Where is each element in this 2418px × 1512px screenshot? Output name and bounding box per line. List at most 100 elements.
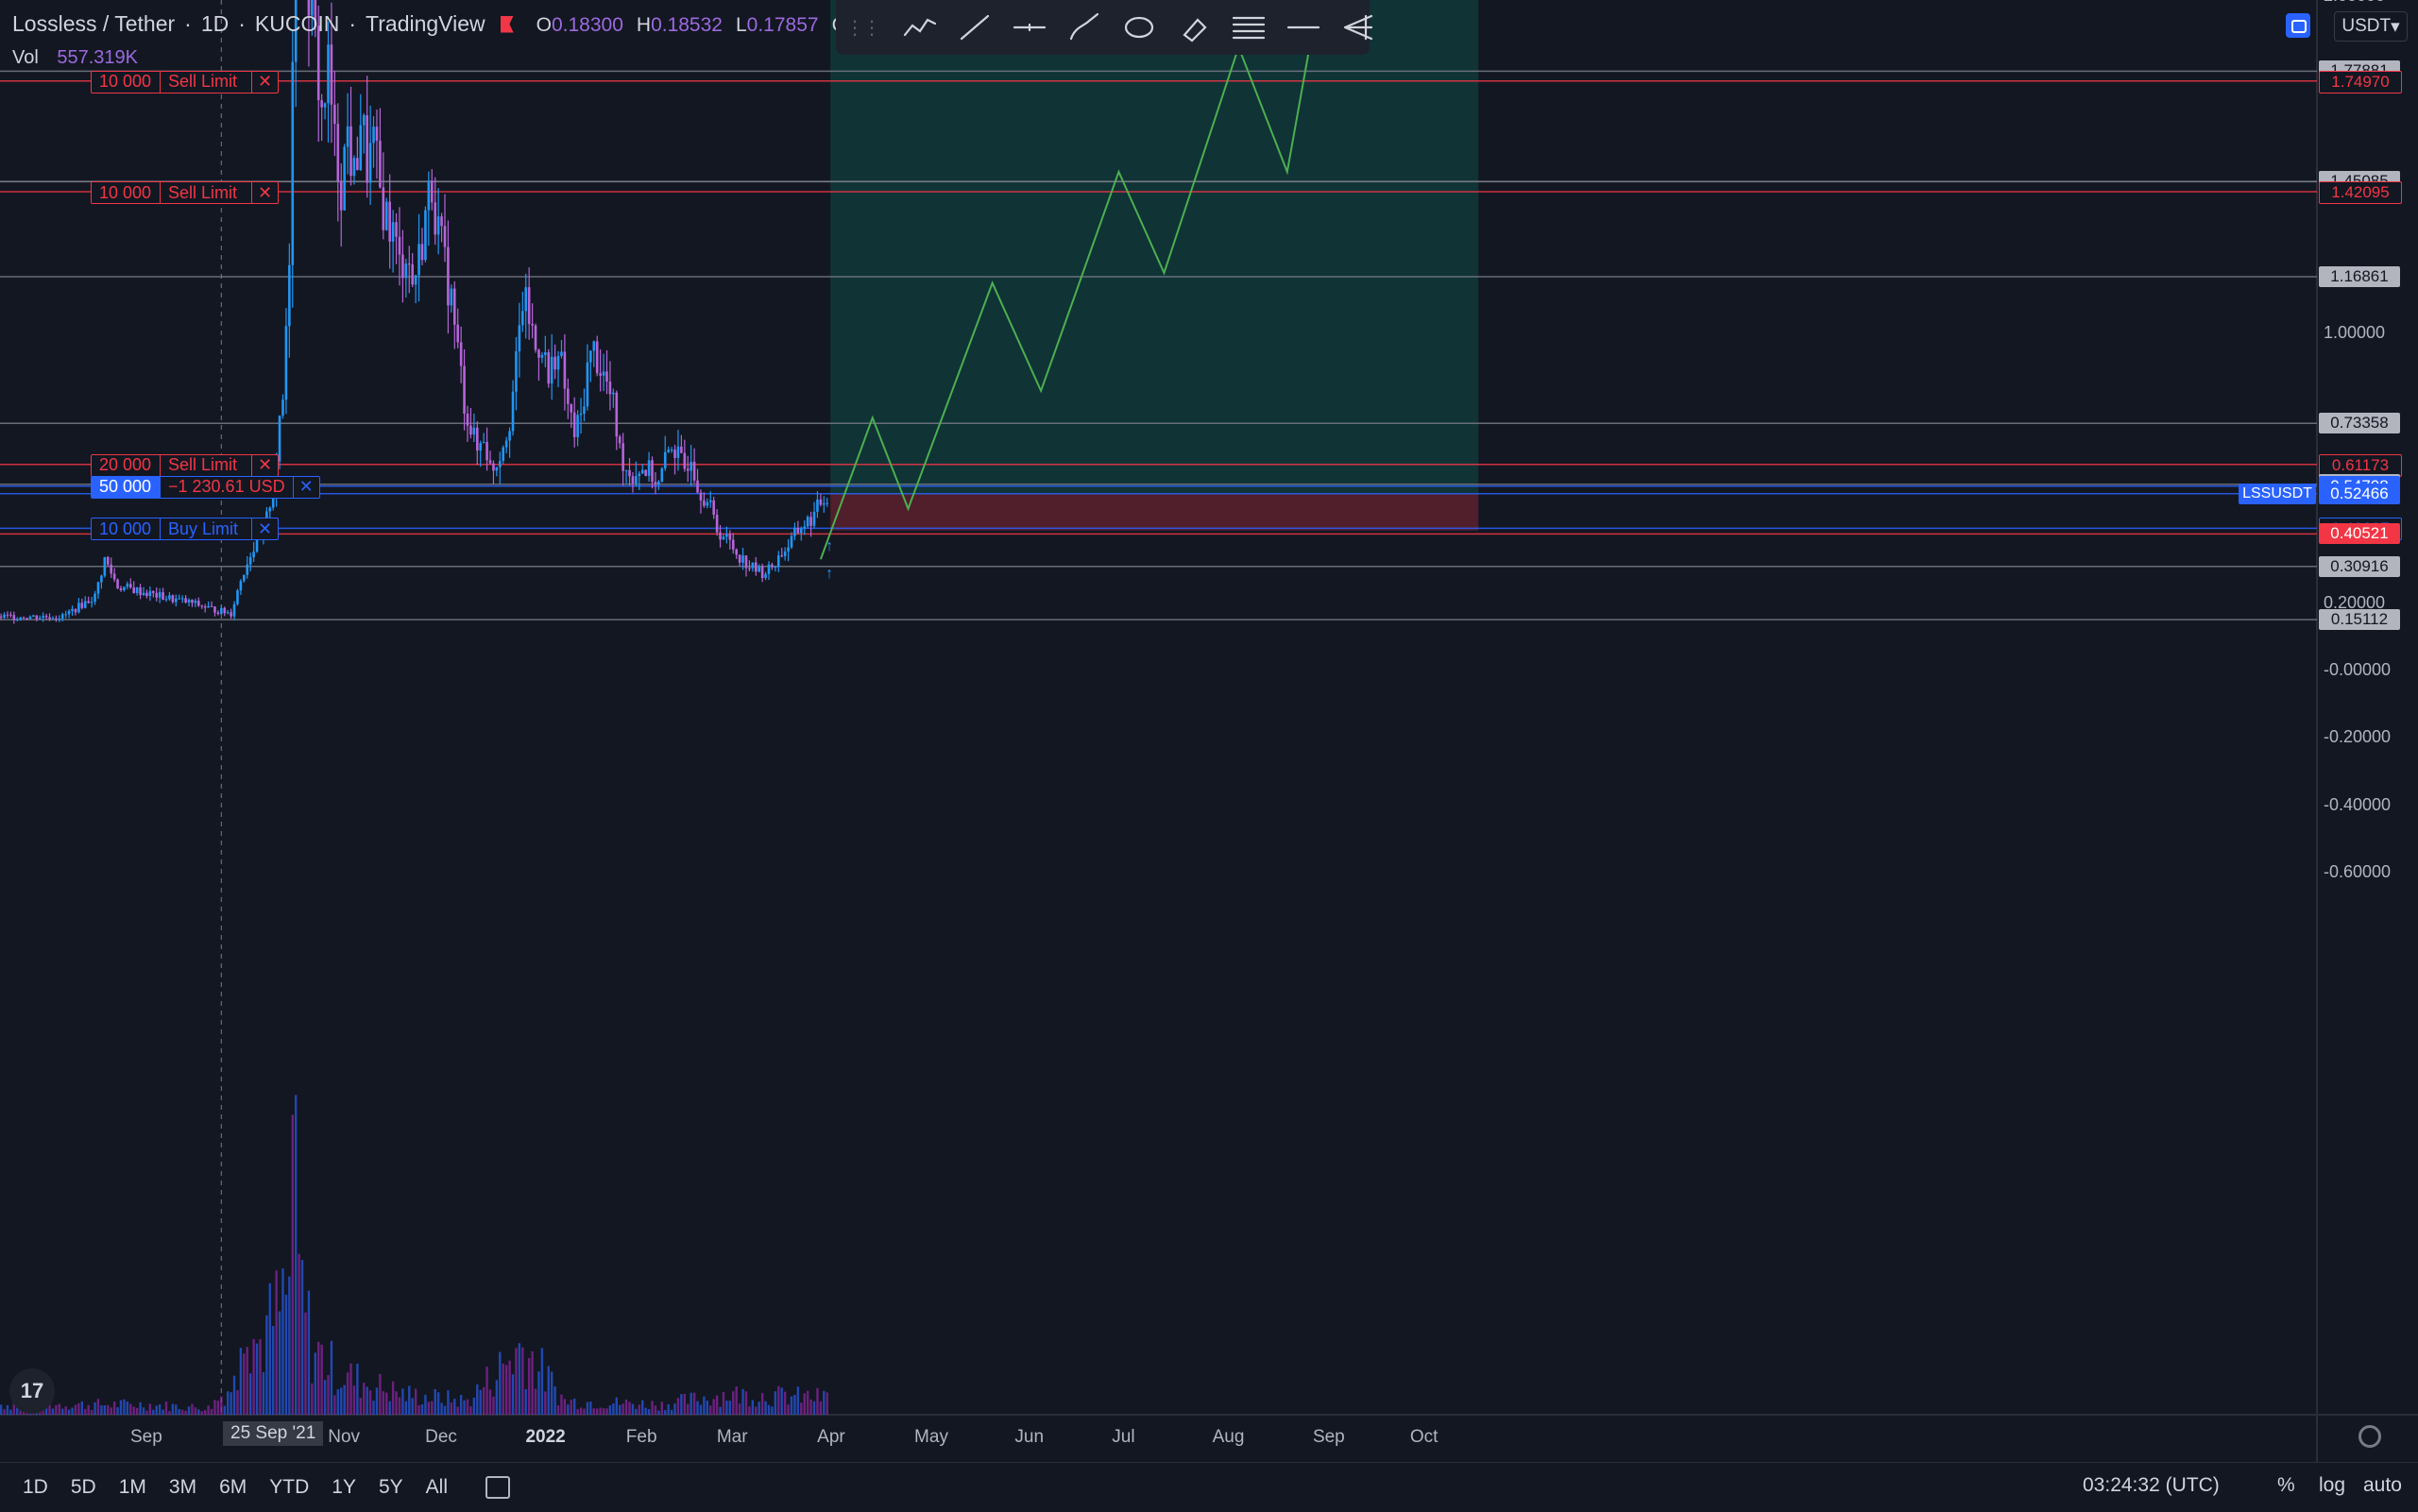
time-tick: Jun	[1014, 1427, 1045, 1447]
volume-bar	[307, 1290, 311, 1415]
volume-bar	[379, 1373, 382, 1415]
candle-body	[518, 325, 521, 352]
line-tool-icon[interactable]	[947, 0, 1002, 55]
close-order-icon[interactable]: ✕	[298, 477, 314, 497]
pair-name[interactable]: Lossless / Tether	[12, 11, 176, 36]
candle-body	[239, 581, 243, 591]
timeframe-6m[interactable]: 6M	[219, 1476, 247, 1498]
volume-bar	[71, 1407, 74, 1415]
fib-levels-icon[interactable]	[1221, 0, 1276, 55]
order-buy-5[interactable]: 10 000 Buy Limit ✕	[91, 518, 280, 541]
candle-body	[19, 617, 22, 620]
candle-body	[715, 515, 719, 533]
volume-bar	[184, 1410, 187, 1415]
interval[interactable]: 1D	[200, 11, 230, 36]
pitchfork-icon[interactable]	[1331, 0, 1386, 55]
volume-bar	[340, 1387, 343, 1415]
currency-label: USDT	[2341, 16, 2392, 36]
timeframe-1m[interactable]: 1M	[118, 1476, 146, 1498]
trend-line-icon[interactable]	[893, 0, 947, 55]
timeframe-ytd[interactable]: YTD	[269, 1476, 310, 1498]
candle-body	[67, 611, 71, 615]
candle-body	[492, 463, 495, 471]
tradingview-logo-icon[interactable]: 17	[9, 1368, 55, 1414]
axis-option-percent[interactable]: %	[2277, 1474, 2295, 1496]
price-label-box: 0.52466	[2319, 483, 2400, 504]
close-order-icon[interactable]: ✕	[258, 518, 273, 538]
candle-body	[180, 598, 184, 600]
timeframe-3m[interactable]: 3M	[168, 1476, 197, 1498]
volume-bar	[567, 1404, 570, 1415]
order-qty[interactable]: 10 000	[92, 518, 161, 540]
flag-icon[interactable]	[500, 15, 514, 33]
screenshot-icon[interactable]	[2286, 13, 2310, 38]
volume-bar	[660, 1402, 663, 1415]
brush-icon[interactable]	[1057, 0, 1112, 55]
signal-arrow-icon: ↑	[826, 537, 834, 554]
candle-body	[622, 443, 624, 471]
order-sell-2[interactable]: 10 000 Sell Limit ✕	[91, 181, 280, 204]
horizontal-line-icon[interactable]	[1276, 0, 1331, 55]
candle-body	[602, 371, 605, 376]
order-qty[interactable]: 10 000	[92, 182, 161, 203]
order-qty[interactable]: 10 000	[92, 71, 161, 93]
close-order-icon[interactable]: ✕	[258, 182, 273, 202]
ellipse-icon[interactable]	[1112, 0, 1166, 55]
volume-bar	[94, 1402, 96, 1415]
volume-bar	[298, 1253, 300, 1415]
close-order-icon[interactable]: ✕	[258, 72, 273, 92]
volume-bar	[164, 1401, 168, 1415]
volume-bar	[800, 1402, 803, 1415]
volume-bar	[572, 1398, 576, 1415]
volume-bar	[213, 1400, 216, 1415]
volume-bar	[272, 1325, 275, 1415]
volume-legend: Vol 557.319K	[12, 47, 138, 69]
timeframe-1d[interactable]: 1D	[23, 1476, 48, 1498]
candle-body	[572, 412, 576, 437]
volume-bar	[683, 1393, 687, 1415]
timeframe-5d[interactable]: 5D	[70, 1476, 96, 1498]
order-qty[interactable]: 20 000	[92, 454, 161, 476]
loss-zone[interactable]	[830, 493, 1479, 531]
volume-bar	[103, 1404, 107, 1415]
candle-body	[631, 476, 635, 484]
volume-bars	[0, 1095, 828, 1415]
candle-body	[96, 582, 100, 594]
volume-bar	[692, 1392, 696, 1415]
candle-body	[197, 601, 200, 606]
settings-gear-icon[interactable]	[2358, 1425, 2381, 1448]
order-qty[interactable]: 50 000	[92, 476, 161, 498]
drag-handle-icon[interactable]: ⋮⋮	[845, 17, 881, 39]
timeframe-all[interactable]: All	[425, 1476, 448, 1498]
volume-bar	[414, 1388, 417, 1415]
candle-body	[660, 467, 664, 482]
candle-body	[751, 562, 755, 569]
projection-path[interactable]	[819, 0, 1369, 560]
order-sell-1[interactable]: 10 000 Sell Limit ✕	[91, 70, 280, 93]
utc-clock[interactable]: 03:24:32 (UTC)	[2083, 1474, 2220, 1496]
axis-option-log[interactable]: log	[2319, 1474, 2346, 1496]
volume-bar	[223, 1405, 226, 1415]
candle-body	[112, 573, 116, 580]
timeframe-5y[interactable]: 5Y	[378, 1476, 403, 1498]
time-tick: Oct	[1409, 1427, 1439, 1447]
eraser-icon[interactable]	[1166, 0, 1221, 55]
candle-body	[430, 180, 434, 203]
candle-body	[605, 371, 608, 382]
volume-bar	[278, 1311, 281, 1415]
close-order-icon[interactable]: ✕	[258, 455, 273, 475]
candle-body	[87, 601, 90, 603]
timeframe-1y[interactable]: 1Y	[332, 1476, 356, 1498]
horizontal-ray-icon[interactable]	[1002, 0, 1057, 55]
date-range-icon[interactable]	[485, 1476, 510, 1499]
volume-bar	[651, 1401, 654, 1415]
time-tick: Sep	[1312, 1427, 1345, 1447]
order-sell-3[interactable]: 20 000 Sell Limit ✕	[91, 453, 280, 477]
order-position-4[interactable]: 50 000 −1 230.61 USD ✕	[91, 475, 320, 499]
profit-zone[interactable]	[830, 0, 1479, 494]
time-tick: Aug	[1212, 1427, 1245, 1447]
currency-selector[interactable]: USDT ▾	[2334, 11, 2408, 42]
axis-option-auto[interactable]: auto	[2363, 1474, 2402, 1496]
volume-bar	[641, 1400, 644, 1415]
